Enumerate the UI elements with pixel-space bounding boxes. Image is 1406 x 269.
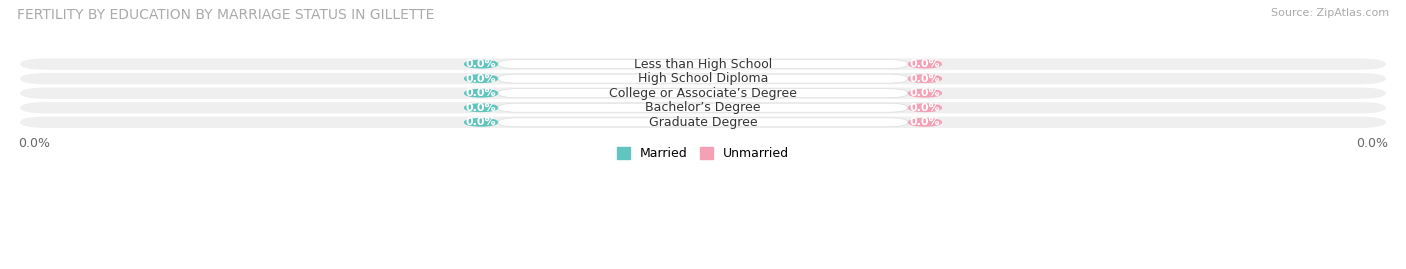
FancyBboxPatch shape: [498, 89, 908, 98]
FancyBboxPatch shape: [498, 118, 908, 127]
FancyBboxPatch shape: [498, 59, 908, 69]
Text: College or Associate’s Degree: College or Associate’s Degree: [609, 87, 797, 100]
Text: Less than High School: Less than High School: [634, 58, 772, 70]
Text: 0.0%: 0.0%: [910, 103, 941, 113]
FancyBboxPatch shape: [20, 117, 1386, 128]
FancyBboxPatch shape: [498, 74, 908, 83]
FancyBboxPatch shape: [908, 59, 942, 69]
Text: 0.0%: 0.0%: [910, 74, 941, 84]
FancyBboxPatch shape: [20, 102, 1386, 114]
Text: High School Diploma: High School Diploma: [638, 72, 768, 85]
Legend: Married, Unmarried: Married, Unmarried: [613, 144, 793, 164]
Text: 0.0%: 0.0%: [910, 88, 941, 98]
FancyBboxPatch shape: [464, 59, 498, 69]
FancyBboxPatch shape: [464, 103, 498, 112]
FancyBboxPatch shape: [20, 58, 1386, 70]
FancyBboxPatch shape: [908, 103, 942, 112]
FancyBboxPatch shape: [908, 118, 942, 127]
FancyBboxPatch shape: [464, 89, 498, 98]
Text: 0.0%: 0.0%: [465, 74, 496, 84]
FancyBboxPatch shape: [20, 73, 1386, 84]
Text: 0.0%: 0.0%: [465, 88, 496, 98]
FancyBboxPatch shape: [464, 118, 498, 127]
Text: 0.0%: 0.0%: [910, 59, 941, 69]
Text: Graduate Degree: Graduate Degree: [648, 116, 758, 129]
FancyBboxPatch shape: [908, 89, 942, 98]
FancyBboxPatch shape: [908, 74, 942, 83]
Text: Source: ZipAtlas.com: Source: ZipAtlas.com: [1271, 8, 1389, 18]
Text: 0.0%: 0.0%: [465, 59, 496, 69]
Text: FERTILITY BY EDUCATION BY MARRIAGE STATUS IN GILLETTE: FERTILITY BY EDUCATION BY MARRIAGE STATU…: [17, 8, 434, 22]
Text: 0.0%: 0.0%: [910, 117, 941, 127]
FancyBboxPatch shape: [464, 74, 498, 83]
Text: Bachelor’s Degree: Bachelor’s Degree: [645, 101, 761, 114]
FancyBboxPatch shape: [20, 87, 1386, 99]
FancyBboxPatch shape: [498, 103, 908, 112]
Text: 0.0%: 0.0%: [465, 103, 496, 113]
Text: 0.0%: 0.0%: [465, 117, 496, 127]
